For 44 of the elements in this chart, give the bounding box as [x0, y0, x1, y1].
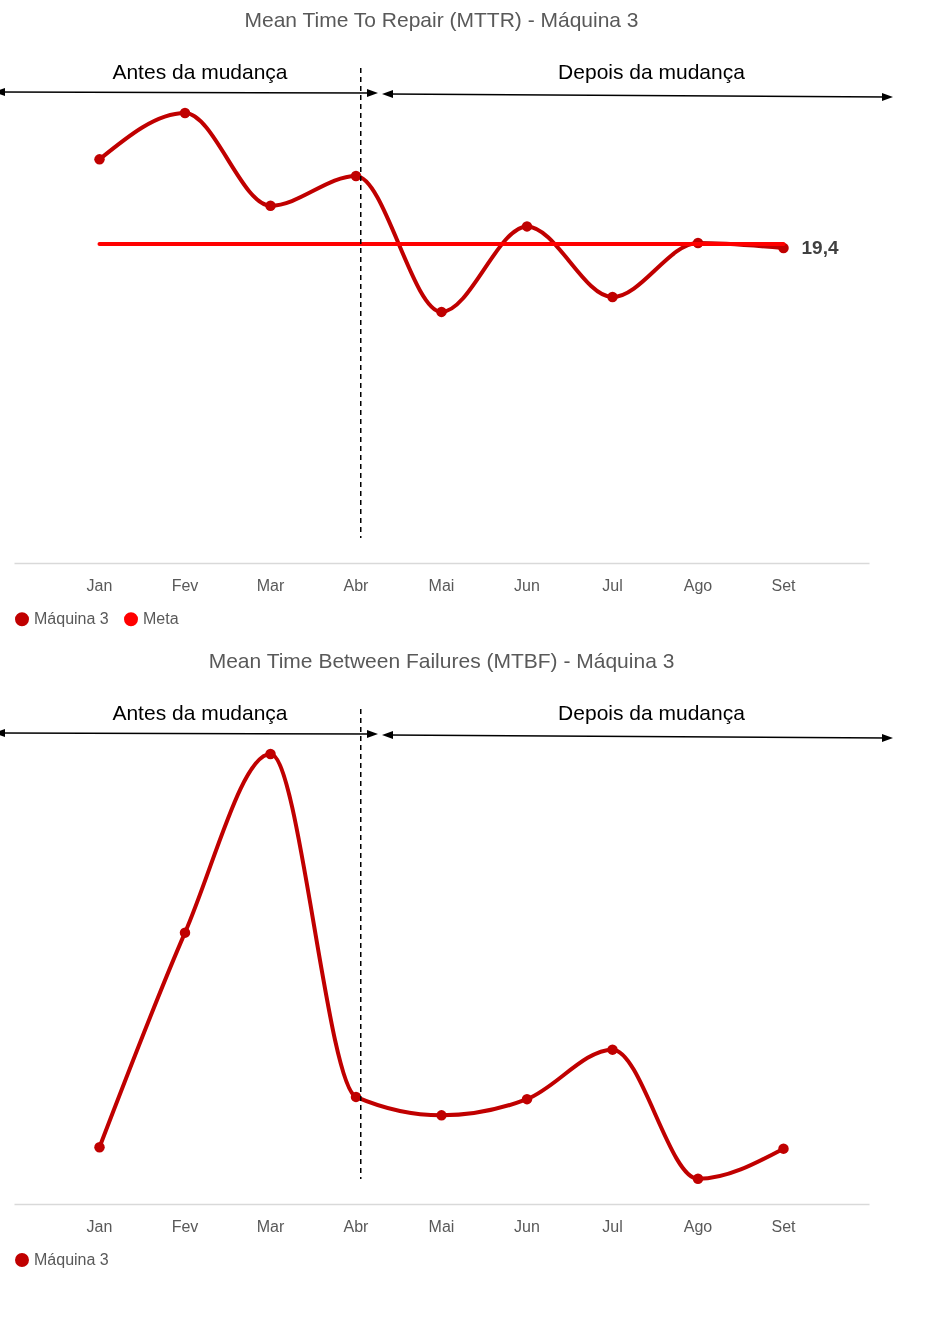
point [692, 1173, 704, 1185]
x-tick-label: Ago [683, 1217, 713, 1235]
legend-label: Máquina 3 [34, 610, 109, 628]
point [436, 1110, 447, 1121]
x-tick-label: Jun [514, 576, 540, 594]
annotation: 19,4 [801, 237, 839, 258]
x-tick-label: Mar [256, 576, 285, 594]
x-tick-label: Jan [86, 1217, 113, 1235]
point [778, 1143, 789, 1154]
point [436, 306, 447, 318]
point [94, 154, 105, 165]
point [521, 221, 533, 232]
point [350, 1091, 362, 1103]
x-tick-label: Jan [86, 576, 113, 594]
point [607, 291, 618, 303]
point [179, 927, 191, 938]
point [607, 1044, 618, 1055]
point [521, 1093, 533, 1105]
point [179, 107, 191, 119]
legend-label: Meta [143, 610, 179, 628]
x-tick-label: Set [771, 1217, 797, 1235]
x-tick-label: Mar [256, 1217, 285, 1235]
x-tick-label: Abr [343, 576, 370, 594]
x-tick-label: Fev [171, 1217, 199, 1235]
text: Depois da mudança [558, 60, 746, 83]
x-tick-label: Mai [428, 576, 455, 594]
x-tick-label: Mai [428, 1217, 455, 1235]
point [94, 1142, 105, 1153]
text: Antes da mudança [112, 60, 288, 83]
x-tick-label: Abr [343, 1217, 370, 1235]
x-tick-label: Jul [602, 576, 623, 594]
text: Antes da mudança [112, 701, 288, 724]
point [350, 170, 362, 182]
text: Depois da mudança [558, 701, 746, 724]
x-tick-label: Ago [683, 576, 713, 594]
legend-label: Máquina 3 [34, 1251, 109, 1268]
point [265, 748, 276, 760]
chart-title: Mean Time To Repair (MTTR) - Máquina 3 [244, 8, 639, 31]
chart-title: Mean Time Between Failures (MTBF) - Máquina 3 [208, 649, 675, 672]
x-tick-label: Jul [602, 1217, 623, 1235]
x-tick-label: Set [771, 576, 797, 594]
point [265, 200, 276, 211]
x-tick-label: Jun [514, 1217, 540, 1235]
x-tick-label: Fev [171, 576, 199, 594]
